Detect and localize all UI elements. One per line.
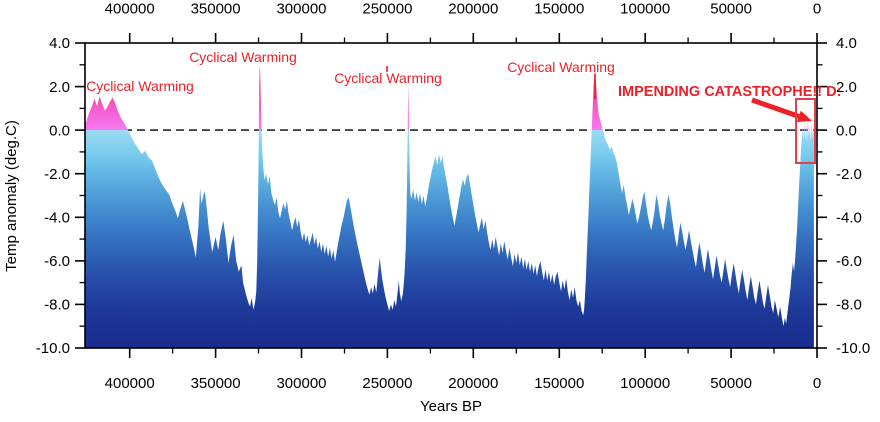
y-tick-label-left: -8.0	[44, 297, 70, 314]
y-tick-label-right: 0.0	[836, 122, 857, 139]
y-tick-label-left: -4.0	[44, 210, 70, 227]
x-tick-label-top: 150000	[534, 1, 584, 18]
x-tick-label-top: 0	[813, 1, 821, 18]
y-tick-label-right: -4.0	[836, 210, 862, 227]
cyclical-warming-label: Cyclical Warming	[86, 78, 194, 94]
y-tick-label-left: 2.0	[49, 79, 70, 96]
x-tick-label-top: 200000	[448, 1, 498, 18]
x-tick-label-top: 250000	[362, 1, 412, 18]
x-tick-label-top: 100000	[620, 1, 670, 18]
y-tick-label-left: -10.0	[36, 340, 70, 357]
y-tick-label-right: 4.0	[836, 35, 857, 52]
x-tick-label-top: 400000	[105, 1, 155, 18]
y-tick-label-left: 4.0	[49, 35, 70, 52]
y-tick-label-right: 2.0	[836, 79, 857, 96]
y-tick-label-left: 0.0	[49, 122, 70, 139]
y-axis-title: Temp anomaly (deg.C)	[3, 120, 20, 272]
y-tick-label-right: -2.0	[836, 166, 862, 183]
x-tick-label-bottom: 250000	[362, 375, 412, 392]
recent-warming-highlight-box	[795, 98, 816, 164]
x-tick-label-bottom: 0	[813, 375, 821, 392]
x-tick-label-bottom: 50000	[710, 375, 752, 392]
x-tick-label-top: 350000	[191, 1, 241, 18]
y-tick-label-left: -2.0	[44, 166, 70, 183]
x-axis-title: Years BP	[420, 398, 482, 415]
x-tick-label-bottom: 350000	[191, 375, 241, 392]
impending-catastrophe-label: IMPENDING CATASTROPHE!! D:	[618, 84, 841, 100]
x-tick-label-bottom: 100000	[620, 375, 670, 392]
impending-arrow-shaft	[751, 97, 800, 119]
cyclical-warming-label: Cyclical Warming	[189, 49, 297, 65]
cyclical-warming-label: Cyclical Warming	[334, 70, 442, 86]
impending-arrow-head	[796, 110, 812, 122]
y-tick-label-right: -6.0	[836, 253, 862, 270]
x-tick-label-top: 300000	[276, 1, 326, 18]
temperature-anomaly-area	[85, 64, 814, 349]
x-tick-label-bottom: 300000	[276, 375, 326, 392]
y-tick-label-right: -10.0	[836, 340, 870, 357]
y-tick-label-left: -6.0	[44, 253, 70, 270]
y-tick-label-right: -8.0	[836, 297, 862, 314]
x-tick-label-bottom: 400000	[105, 375, 155, 392]
x-tick-label-bottom: 200000	[448, 375, 498, 392]
x-tick-label-bottom: 150000	[534, 375, 584, 392]
cyclical-warming-label: Cyclical Warming	[507, 59, 615, 75]
x-tick-label-top: 50000	[710, 1, 752, 18]
